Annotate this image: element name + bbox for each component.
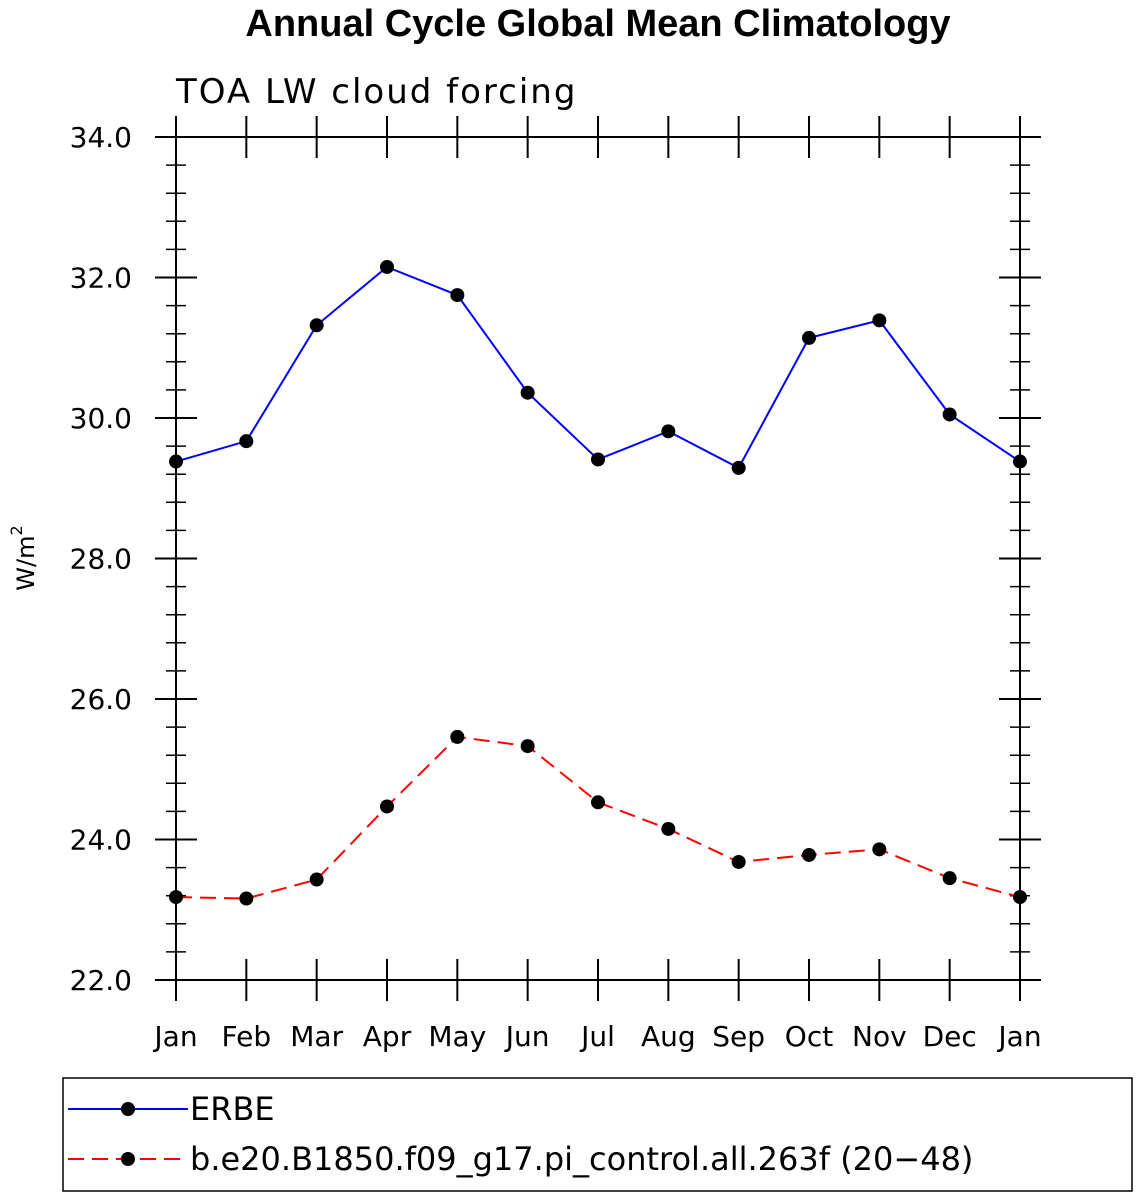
x-tick-label: Oct — [785, 1020, 833, 1053]
x-tick-label: May — [428, 1020, 486, 1053]
series-line-0 — [175, 265, 1021, 470]
data-point — [661, 424, 676, 439]
y-tick-label: 32.0 — [70, 262, 132, 295]
data-point — [942, 407, 957, 422]
data-point — [872, 313, 887, 328]
y-tick-label: 24.0 — [70, 824, 132, 857]
data-point — [239, 891, 254, 906]
data-point — [731, 460, 746, 475]
x-tick-label: Jun — [504, 1020, 550, 1053]
axis-ticks — [155, 116, 1041, 1001]
y-tick-label: 30.0 — [70, 402, 132, 435]
data-point — [591, 795, 605, 810]
data-point — [380, 259, 394, 274]
x-tick-label: Mar — [290, 1020, 343, 1053]
plot-frame — [175, 136, 1021, 981]
data-point — [802, 847, 816, 862]
data-point — [169, 890, 183, 905]
chart-title: Annual Cycle Global Mean Climatology — [245, 3, 950, 45]
y-tick-label: 34.0 — [70, 121, 132, 154]
data-point — [731, 854, 746, 869]
legend: ERBE b.e20.B1850.f09_g17.pi_control.all.2… — [68, 1090, 973, 1178]
data-point — [520, 385, 535, 400]
data-point — [169, 454, 183, 469]
x-tick-label: Nov — [852, 1020, 907, 1053]
legend-marker-1 — [121, 1152, 135, 1166]
data-point — [309, 318, 324, 333]
y-tick-label: 26.0 — [70, 683, 132, 716]
y-tick-labels: 22.0 24.0 26.0 28.0 30.0 32.0 34.0 — [70, 121, 132, 997]
series-line-1 — [175, 735, 1021, 900]
legend-label-0: ERBE — [190, 1090, 275, 1128]
data-point — [661, 821, 676, 836]
x-tick-label: Apr — [363, 1020, 412, 1053]
x-tick-label: Jul — [579, 1020, 615, 1053]
x-tick-label: Feb — [222, 1020, 272, 1053]
data-point — [802, 330, 816, 345]
legend-label-1: b.e20.B1850.f09_g17.pi_control.all.263f … — [190, 1140, 973, 1178]
y-tick-label: 22.0 — [70, 964, 132, 997]
x-tick-label: Jan — [996, 1020, 1041, 1053]
y-axis-label: W/m2 — [7, 525, 40, 590]
svg-text:W/m2: W/m2 — [7, 525, 40, 590]
chart-subtitle: TOA LW cloud forcing — [175, 72, 577, 112]
data-point — [591, 452, 605, 467]
data-point — [872, 842, 887, 857]
data-point — [1013, 454, 1027, 469]
series-markers — [169, 259, 1027, 906]
data-point — [1013, 890, 1027, 905]
data-point — [520, 739, 535, 754]
data-point — [942, 871, 957, 886]
y-axis-label-superscript: 2 — [7, 525, 26, 535]
x-tick-label: Dec — [923, 1020, 977, 1053]
data-point — [450, 288, 465, 303]
y-tick-label: 28.0 — [70, 543, 132, 576]
data-point — [239, 434, 254, 449]
x-tick-label: Aug — [641, 1020, 696, 1053]
x-tick-label: Sep — [712, 1020, 765, 1053]
x-tick-label: Jan — [152, 1020, 197, 1053]
legend-box — [62, 1077, 1133, 1192]
data-point — [380, 799, 394, 814]
data-point — [309, 872, 324, 887]
y-axis-label-text: W/m — [12, 535, 40, 590]
legend-marker-0 — [121, 1102, 135, 1116]
x-tick-labels: Jan Feb Mar Apr May Jun Jul Aug Sep Oct Nov Dec Jan — [152, 1020, 1041, 1053]
data-point — [450, 729, 465, 744]
